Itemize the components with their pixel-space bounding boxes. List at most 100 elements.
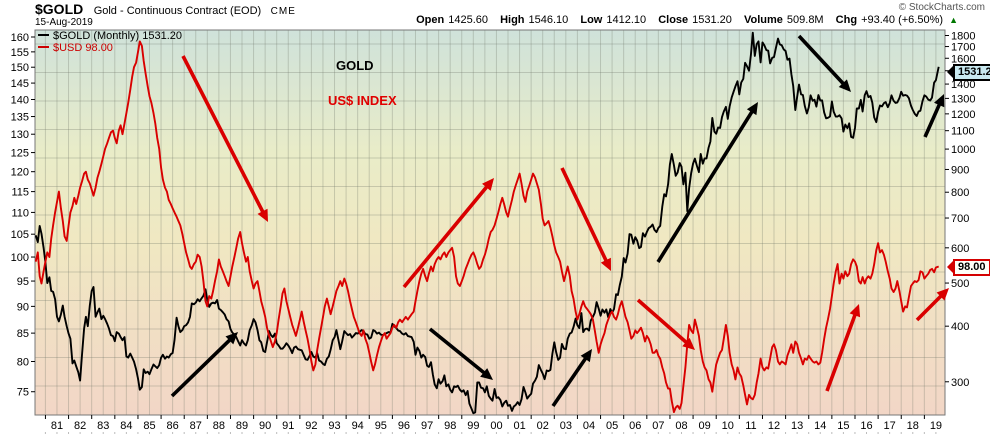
gold-price-flag: 1531.20 — [947, 64, 990, 81]
annotation-usd: US$ INDEX — [328, 93, 397, 108]
svg-text:900: 900 — [951, 164, 969, 176]
svg-text:105: 105 — [11, 229, 29, 241]
arrowhead-icon — [600, 257, 611, 271]
red-trend-arrow — [402, 183, 491, 289]
legend-item-usd: $USD 98.00 — [38, 42, 113, 54]
svg-text:06: 06 — [629, 420, 641, 432]
trend-arrows — [170, 34, 949, 408]
svg-text:140: 140 — [11, 95, 29, 107]
svg-text:800: 800 — [951, 187, 969, 199]
black-trend-arrow — [923, 100, 943, 138]
black-trend-arrow — [656, 107, 756, 263]
svg-text:150: 150 — [11, 62, 29, 74]
svg-text:500: 500 — [951, 278, 969, 290]
red-trend-arrow — [915, 292, 945, 322]
svg-text:91: 91 — [282, 420, 294, 432]
exchange-label: CME — [270, 6, 296, 17]
low-label: Low — [580, 14, 603, 26]
svg-text:85: 85 — [17, 328, 29, 340]
arrowhead-icon — [480, 368, 493, 380]
svg-text:95: 95 — [17, 276, 29, 288]
arrowhead-icon — [936, 288, 949, 301]
svg-text:600: 600 — [951, 243, 969, 255]
arrowhead-icon — [838, 79, 851, 92]
svg-text:90: 90 — [17, 301, 29, 313]
arrowhead-icon — [849, 304, 861, 318]
svg-text:02: 02 — [537, 420, 549, 432]
arrowhead-icon — [746, 102, 758, 116]
high-label: High — [500, 14, 525, 26]
svg-text:110: 110 — [11, 207, 29, 219]
chart-date: 15-Aug-2019 — [35, 17, 93, 28]
annotation-gold: GOLD — [336, 58, 374, 73]
svg-text:07: 07 — [652, 420, 664, 432]
svg-text:11: 11 — [745, 420, 756, 432]
svg-text:09: 09 — [699, 420, 711, 432]
svg-text:83: 83 — [97, 420, 109, 432]
flag-pointer-icon — [947, 259, 955, 275]
svg-text:18: 18 — [907, 420, 919, 432]
arrowhead-icon — [580, 349, 592, 363]
svg-text:98: 98 — [444, 420, 456, 432]
arrowhead-icon — [225, 332, 238, 345]
legend-usd-label: $USD 98.00 — [53, 42, 113, 54]
svg-text:85: 85 — [143, 420, 155, 432]
low-value: 1412.10 — [606, 14, 647, 26]
svg-text:97: 97 — [421, 420, 433, 432]
svg-text:16: 16 — [860, 420, 872, 432]
red-trend-arrow — [181, 55, 266, 216]
svg-text:19: 19 — [930, 420, 942, 432]
change-value: +93.40 (+6.50%) — [861, 14, 944, 26]
svg-text:94: 94 — [352, 420, 364, 432]
svg-text:03: 03 — [560, 420, 572, 432]
svg-text:87: 87 — [190, 420, 202, 432]
svg-text:135: 135 — [11, 112, 29, 124]
svg-text:1600: 1600 — [951, 53, 975, 65]
svg-text:125: 125 — [11, 148, 29, 160]
svg-text:82: 82 — [74, 420, 86, 432]
svg-text:08: 08 — [675, 420, 687, 432]
copyright-label: © StockCharts.com — [898, 2, 985, 13]
close-value: 1531.20 — [692, 14, 732, 26]
svg-text:00: 00 — [490, 420, 502, 432]
chart-title-row: $GOLD Gold - Continuous Contract (EOD) C… — [35, 1, 296, 19]
svg-text:81: 81 — [51, 420, 63, 432]
volume-value: 509.8M — [786, 14, 824, 26]
red-trend-arrow — [825, 310, 858, 392]
black-trend-arrow — [428, 327, 488, 377]
svg-text:1000: 1000 — [951, 144, 975, 156]
usd-series-line — [35, 40, 940, 414]
y-axis-right: 1800170016001500140013001200110010009008… — [945, 31, 975, 389]
ticker-symbol: $GOLD — [35, 1, 84, 17]
svg-text:100: 100 — [11, 252, 29, 264]
svg-text:155: 155 — [11, 47, 29, 59]
change-up-icon: ▲ — [949, 15, 958, 25]
svg-text:96: 96 — [398, 420, 410, 432]
y-axis-left: 160 155 150 145 140 135 130 125 120 115 110 105 100 9… — [11, 32, 35, 399]
svg-text:92: 92 — [305, 420, 317, 432]
volume-label: Volume — [743, 14, 783, 26]
red-trend-arrow — [560, 167, 610, 265]
svg-text:12: 12 — [768, 420, 780, 432]
arrowhead-icon — [934, 94, 945, 108]
plot-frame — [34, 29, 946, 416]
svg-text:13: 13 — [791, 420, 803, 432]
svg-text:88: 88 — [213, 420, 225, 432]
usd-price-flag-value: 98.00 — [958, 261, 986, 273]
svg-text:400: 400 — [951, 321, 969, 333]
svg-text:300: 300 — [951, 377, 969, 389]
red-trend-arrow — [636, 298, 691, 347]
arrowhead-icon — [682, 337, 695, 350]
svg-text:90: 90 — [259, 420, 271, 432]
svg-text:115: 115 — [11, 187, 29, 199]
svg-text:75: 75 — [17, 387, 29, 399]
svg-text:120: 120 — [11, 167, 29, 179]
svg-text:05: 05 — [606, 420, 618, 432]
svg-text:89: 89 — [236, 420, 248, 432]
open-value: 1425.60 — [448, 14, 489, 26]
svg-text:1800: 1800 — [951, 31, 975, 43]
svg-text:10: 10 — [722, 420, 734, 432]
gold-line-swatch-icon — [38, 34, 49, 36]
